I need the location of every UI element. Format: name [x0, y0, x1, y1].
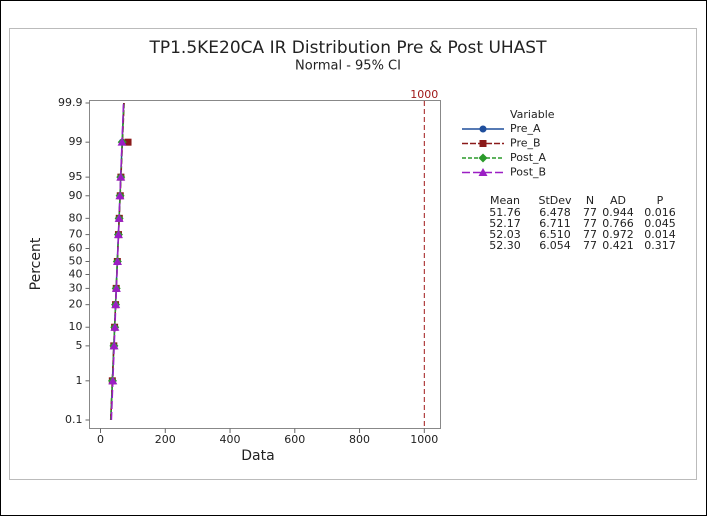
- data-point: [117, 137, 127, 146]
- y-tick-label: 80: [69, 211, 83, 224]
- stats-cell: 0.317: [644, 239, 676, 252]
- y-tick-label: 99.9: [58, 96, 83, 109]
- y-tick-label: 20: [69, 298, 83, 311]
- stats-cell: 6.711: [539, 217, 571, 230]
- reference-label: 1000: [410, 88, 438, 101]
- legend-title: Variable: [510, 108, 555, 121]
- legend-label: Post_A: [510, 151, 547, 164]
- plot-area: [89, 100, 441, 429]
- chart-title: TP1.5KE20CA IR Distribution Pre & Post U…: [148, 38, 547, 58]
- y-tick-label: 10: [69, 320, 83, 333]
- data-point: [113, 257, 123, 265]
- stats-cell: 77: [583, 206, 597, 219]
- legend-marker: [479, 125, 487, 133]
- data-point: [110, 322, 120, 331]
- y-axis-label: Percent: [28, 237, 44, 290]
- stats-cell: 0.016: [644, 206, 676, 219]
- stats-cell: 0.421: [602, 239, 634, 252]
- y-tick-label: 90: [69, 189, 83, 202]
- data-point: [124, 138, 132, 146]
- y-tick-label: 70: [69, 228, 83, 241]
- legend-label: Pre_A: [510, 122, 541, 135]
- stats-cell: 6.054: [539, 239, 571, 252]
- y-tick-label: 40: [69, 267, 83, 280]
- legend-label: Pre_B: [510, 137, 541, 150]
- x-tick-label: 1000: [410, 433, 438, 446]
- legend-marker: [478, 168, 488, 176]
- y-tick-label: 1: [76, 374, 83, 387]
- y-tick-label: 60: [69, 242, 83, 255]
- y-tick-label: 30: [69, 281, 83, 294]
- x-tick-label: 600: [284, 433, 305, 446]
- y-tick-label: 0.1: [65, 413, 83, 426]
- x-axis-label: Data: [241, 448, 274, 464]
- y-tick-label: 95: [69, 170, 83, 183]
- stats-cell: 6.478: [539, 206, 571, 219]
- data-point: [115, 191, 125, 200]
- data-point: [111, 300, 121, 309]
- stats-cell: 51.76: [489, 206, 521, 219]
- legend-marker: [479, 140, 487, 147]
- stats-header: Mean: [490, 194, 520, 207]
- stats-header: StDev: [538, 194, 572, 207]
- legend-marker: [478, 153, 488, 163]
- chart-subtitle: Normal - 95% CI: [295, 59, 401, 74]
- stats-cell: 52.03: [489, 228, 521, 241]
- y-tick-label: 5: [76, 339, 83, 352]
- x-tick-label: 0: [97, 433, 104, 446]
- data-point: [114, 213, 124, 222]
- stats-cell: 77: [583, 228, 597, 241]
- data-point: [108, 376, 118, 385]
- data-point: [113, 230, 123, 239]
- stats-cell: 52.30: [489, 239, 521, 252]
- y-tick-label: 99: [69, 135, 83, 148]
- stats-cell: 6.510: [539, 228, 571, 241]
- stats-cell: 0.045: [644, 217, 676, 230]
- stats-header: N: [586, 194, 594, 207]
- x-tick-label: 800: [349, 433, 370, 446]
- stats-header: P: [657, 194, 664, 207]
- data-point: [116, 172, 126, 181]
- stats-cell: 0.014: [644, 228, 676, 241]
- x-tick-label: 200: [155, 433, 176, 446]
- stats-cell: 0.766: [602, 217, 634, 230]
- stats-cell: 52.17: [489, 217, 521, 230]
- y-tick-label: 50: [69, 255, 83, 268]
- stats-cell: 0.944: [602, 206, 634, 219]
- x-tick-label: 400: [220, 433, 241, 446]
- data-point: [109, 341, 119, 350]
- data-point: [111, 283, 121, 292]
- stats-cell: 77: [583, 239, 597, 252]
- legend-label: Post_B: [510, 166, 546, 179]
- stats-header: AD: [610, 194, 626, 207]
- stats-cell: 77: [583, 217, 597, 230]
- stats-cell: 0.972: [602, 228, 634, 241]
